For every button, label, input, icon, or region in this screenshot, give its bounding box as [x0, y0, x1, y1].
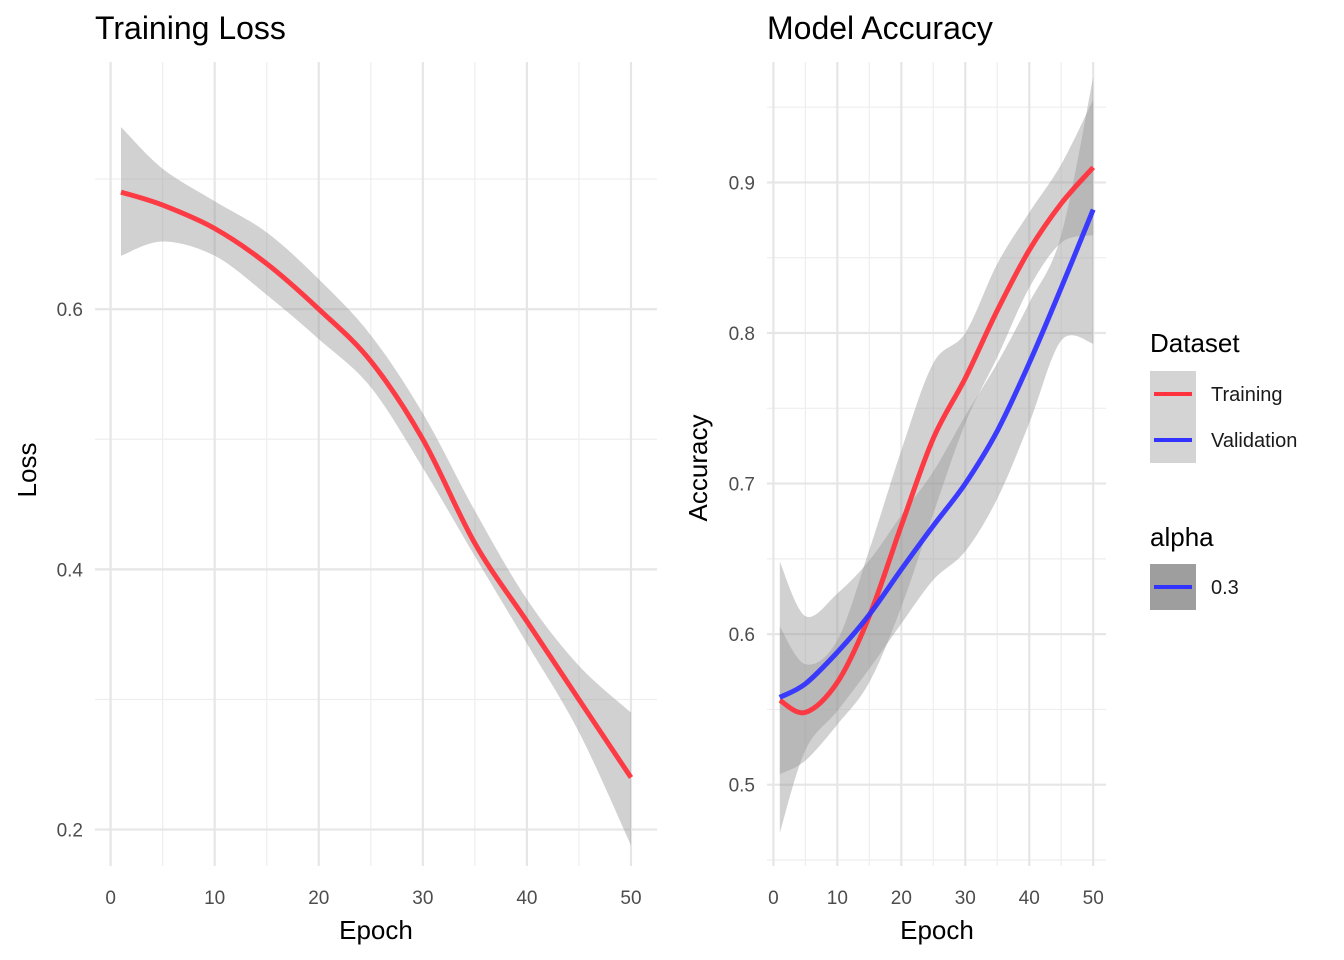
model-accuracy-confidence-bands [779, 77, 1094, 833]
training-loss-y-tick-labels: 0.2 0.4 0.6 [57, 300, 84, 841]
y-tick-label: 0.6 [729, 625, 755, 646]
model-accuracy-title: Model Accuracy [767, 10, 993, 46]
x-tick-label: 30 [955, 888, 976, 909]
legend-label-alpha: 0.3 [1211, 577, 1239, 599]
training-loss-confidence-bands [121, 127, 631, 846]
training-loss-lines [120, 189, 634, 779]
x-tick-label: 20 [891, 888, 912, 909]
model-accuracy-y-axis-title: Accuracy [683, 415, 713, 522]
y-tick-label: 0.9 [729, 173, 755, 194]
legend: Dataset Training Validation alpha 0.3 [1150, 328, 1297, 610]
confidence-band-training-loss [121, 127, 631, 846]
y-tick-label: 0.5 [729, 776, 755, 797]
x-tick-label: 10 [204, 888, 225, 909]
x-tick-label: 30 [412, 888, 433, 909]
legend-label-training: Training [1211, 384, 1283, 406]
y-tick-label: 0.4 [57, 560, 84, 581]
x-tick-label: 50 [1083, 888, 1104, 909]
model-accuracy-lines [778, 165, 1096, 716]
series-line-validation [778, 208, 1096, 700]
y-tick-label: 0.7 [729, 475, 755, 496]
training-loss-y-axis-title: Loss [12, 443, 42, 498]
legend-dataset-title: Dataset [1150, 328, 1240, 358]
model-accuracy-gridlines [767, 62, 1106, 866]
model-accuracy-panel: 0 10 20 30 40 50 0.5 0.6 0.7 0.8 0.9 Model Accura… [683, 10, 1106, 945]
legend-label-validation: Validation [1211, 430, 1297, 452]
x-tick-label: 40 [1019, 888, 1040, 909]
x-tick-label: 0 [768, 888, 779, 909]
training-loss-x-axis-title: Epoch [339, 915, 413, 945]
x-tick-label: 10 [827, 888, 848, 909]
training-loss-x-tick-labels: 0 10 20 30 40 50 [105, 888, 641, 909]
y-tick-label: 0.8 [729, 324, 755, 345]
x-tick-label: 20 [308, 888, 329, 909]
x-tick-label: 50 [620, 888, 641, 909]
y-tick-label: 0.6 [57, 300, 83, 321]
y-tick-label: 0.2 [57, 821, 83, 842]
x-tick-label: 0 [105, 888, 116, 909]
training-loss-panel: 0 10 20 30 40 50 0.2 0.4 0.6 Training Loss Epoc… [12, 10, 657, 945]
model-accuracy-x-tick-labels: 0 10 20 30 40 50 [768, 888, 1104, 909]
series-line-training [778, 165, 1096, 716]
x-tick-label: 40 [516, 888, 537, 909]
training-loss-title: Training Loss [95, 10, 286, 46]
series-line-training-loss [120, 189, 634, 779]
legend-alpha-title: alpha [1150, 522, 1214, 552]
model-accuracy-x-axis-title: Epoch [900, 915, 974, 945]
training-loss-gridlines [95, 62, 657, 866]
model-accuracy-y-tick-labels: 0.5 0.6 0.7 0.8 0.9 [729, 173, 755, 796]
